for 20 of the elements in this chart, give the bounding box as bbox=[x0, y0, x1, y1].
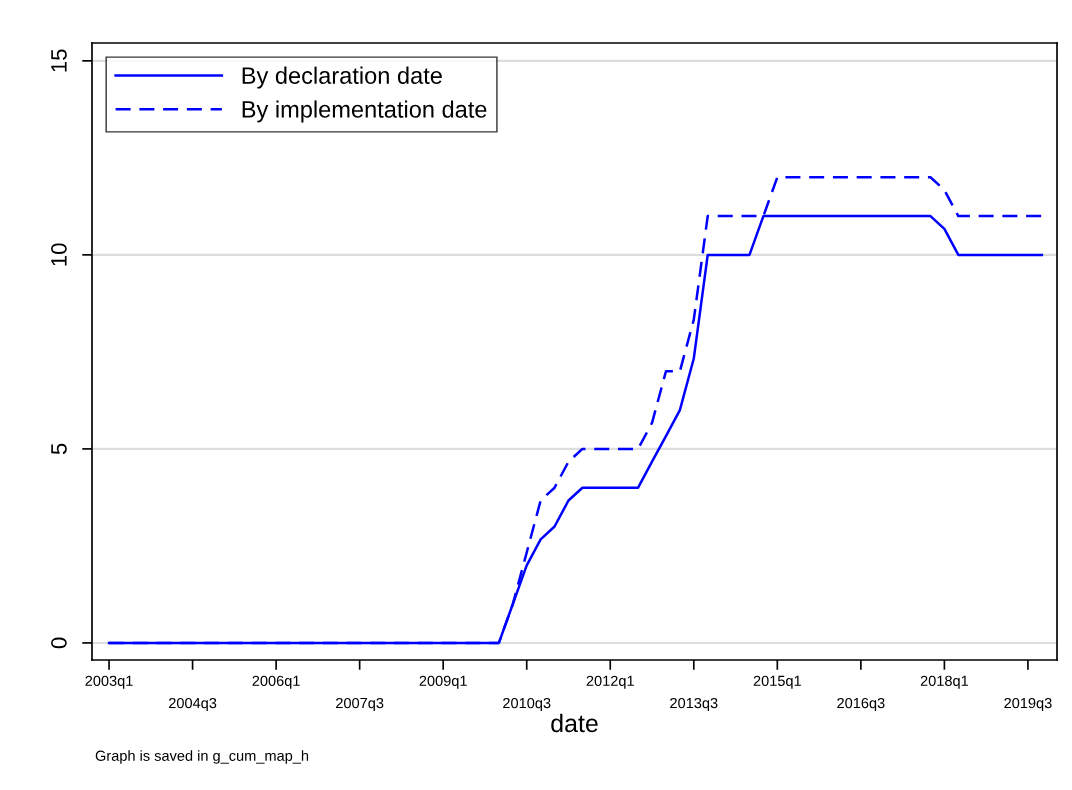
x-tick-label: 2010q3 bbox=[503, 697, 551, 712]
y-tick-label: 15 bbox=[51, 49, 67, 72]
x-tick-label: 2009q1 bbox=[419, 675, 467, 689]
y-tick-label: 10 bbox=[51, 243, 67, 266]
x-tick-label: 2012q1 bbox=[586, 675, 634, 689]
text: Graph is saved in g_cum_map_h bbox=[95, 750, 309, 764]
y-tick-label: 5 bbox=[51, 443, 67, 455]
x-tick-label: 2013q3 bbox=[670, 697, 718, 712]
legend-label: By implementation date bbox=[242, 100, 487, 123]
x-tick-label: 2016q3 bbox=[837, 697, 885, 712]
legend-label: By declaration date bbox=[242, 66, 442, 89]
x-tick-label: 2006q1 bbox=[252, 675, 300, 689]
x-tick-label: 2019q3 bbox=[1004, 697, 1052, 712]
x-tick-label: 2003q1 bbox=[85, 675, 133, 689]
x-tick-label: 2004q3 bbox=[168, 697, 217, 712]
x-axis-title: date bbox=[551, 713, 598, 733]
x-tick-label: 2015q1 bbox=[753, 675, 801, 689]
y-tick-label: 0 bbox=[51, 637, 67, 649]
x-tick-label: 2018q1 bbox=[920, 675, 969, 689]
x-tick-label: 2007q3 bbox=[336, 697, 384, 712]
